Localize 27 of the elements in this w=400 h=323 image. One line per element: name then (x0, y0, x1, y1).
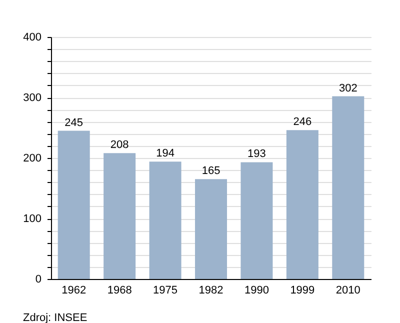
data-label: 302 (338, 82, 358, 94)
data-label: 165 (202, 165, 220, 178)
x-tick-label: 1975 (153, 284, 178, 296)
data-label: 246 (293, 116, 312, 128)
bar (286, 130, 318, 279)
x-tick-label: 1990 (244, 284, 269, 296)
x-tick-label: 1968 (107, 284, 132, 296)
data-label: 245 (64, 116, 84, 129)
y-tick-label: 400 (23, 32, 42, 44)
text: Zdroj: INSEE (23, 312, 88, 323)
x-tick-label: 1982 (198, 284, 224, 296)
bar (104, 153, 136, 279)
x-tick-label: 1999 (290, 284, 315, 296)
data-label: 193 (248, 148, 266, 160)
data-label: 208 (110, 139, 129, 152)
bar (240, 162, 273, 279)
y-tick-label: 100 (23, 213, 42, 225)
bar (332, 96, 364, 279)
x-tick-label: 2010 (336, 284, 360, 296)
y-tick-label: 0 (35, 274, 42, 286)
y-tick-label: 300 (23, 92, 42, 104)
data-label: 194 (156, 148, 174, 160)
bar (195, 179, 227, 279)
bar (58, 130, 90, 279)
bar (149, 162, 182, 279)
x-tick-label: 1962 (62, 284, 86, 296)
y-tick-label: 200 (23, 152, 42, 164)
